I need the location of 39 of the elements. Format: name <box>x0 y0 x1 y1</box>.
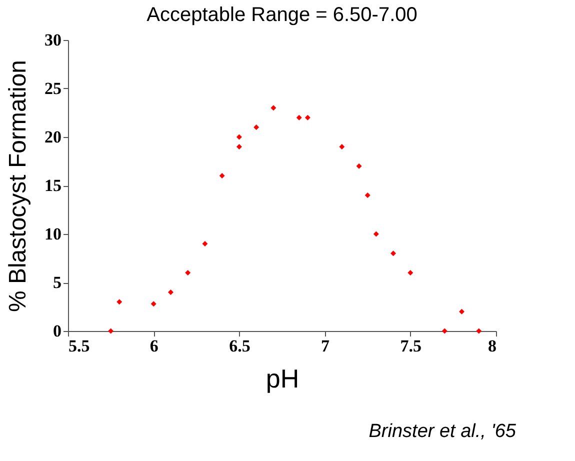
point <box>339 144 345 150</box>
point <box>219 173 225 179</box>
point <box>304 114 310 120</box>
x-tick-label: 8 <box>488 336 496 356</box>
point <box>236 134 242 140</box>
point <box>168 289 174 295</box>
x-tick-label: 6.5 <box>229 336 250 356</box>
point <box>236 144 242 150</box>
chart-title: Acceptable Range = 6.50-7.00 <box>146 4 418 26</box>
x-tick-label: 7.5 <box>400 336 422 356</box>
point <box>254 124 260 130</box>
point <box>442 328 448 334</box>
point <box>390 250 396 256</box>
point <box>476 328 482 334</box>
x-tick-label: 6 <box>150 336 158 356</box>
point <box>150 301 156 307</box>
y-tick-label: 15 <box>44 176 62 195</box>
point <box>356 163 362 169</box>
point <box>296 114 302 120</box>
x-tick-label: 7 <box>321 336 330 356</box>
text: Brinster et al., '65 <box>368 421 516 442</box>
y-axis-title: % Blastocyst Formation <box>4 60 32 312</box>
y-tick-label: 30 <box>44 30 62 50</box>
y-tick-label: 20 <box>44 128 62 146</box>
point <box>202 240 208 246</box>
point <box>116 299 122 305</box>
point <box>108 328 114 334</box>
y-tick-label: 10 <box>44 224 62 244</box>
point <box>373 231 379 237</box>
point <box>364 192 370 198</box>
y-tick-label: 5 <box>53 273 62 292</box>
point <box>459 308 464 314</box>
point <box>408 270 414 276</box>
x-axis-title: pH <box>266 364 300 394</box>
y-tick-label: 0 <box>53 322 62 340</box>
x-tick-label: 5.5 <box>68 336 90 356</box>
y-tick-label: 25 <box>44 79 62 98</box>
point <box>270 105 276 111</box>
point <box>185 270 191 276</box>
